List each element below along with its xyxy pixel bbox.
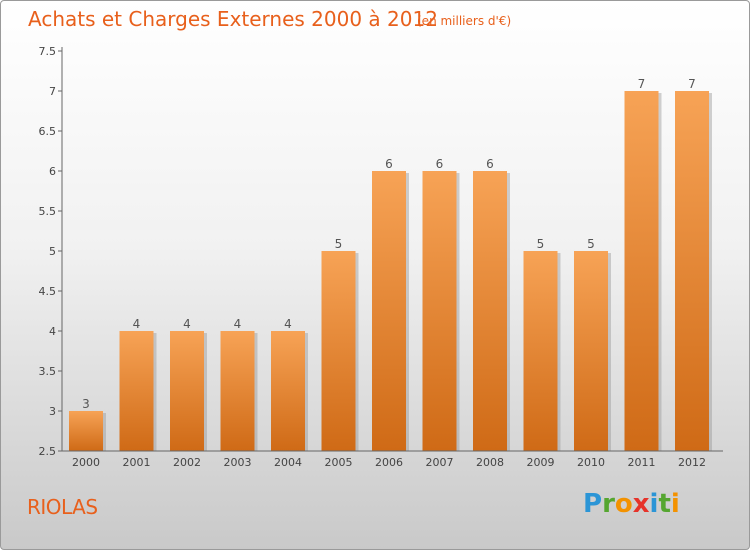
- x-tick-label: 2006: [375, 456, 403, 469]
- data-label: 7: [638, 77, 646, 91]
- bar-2001[interactable]: [119, 331, 154, 451]
- bar-2011[interactable]: [624, 91, 659, 451]
- bar-2005[interactable]: [321, 251, 356, 451]
- x-tick-label: 2000: [72, 456, 100, 469]
- data-label: 3: [82, 397, 90, 411]
- data-label: 4: [133, 317, 141, 331]
- bar-2006[interactable]: [372, 171, 406, 451]
- y-tick-label: 4.5: [39, 285, 57, 298]
- y-tick-label: 3.5: [39, 365, 57, 378]
- data-label: 5: [537, 237, 545, 251]
- bar-2004[interactable]: [271, 331, 305, 451]
- chart-subtitle: (en milliers d'€): [417, 14, 512, 28]
- bar-2003[interactable]: [220, 331, 255, 451]
- y-tick-label: 5.5: [39, 205, 57, 218]
- proxiti-logo[interactable]: Proxiti: [583, 489, 680, 519]
- data-label: 4: [284, 317, 292, 331]
- y-tick-label: 5: [49, 245, 56, 258]
- y-tick-label: 7.5: [39, 45, 57, 58]
- x-tick-label: 2004: [274, 456, 302, 469]
- x-tick-label: 2001: [123, 456, 151, 469]
- commune-name: RIOLAS: [27, 495, 98, 519]
- y-tick-label: 2.5: [39, 445, 57, 458]
- x-tick-label: 2002: [173, 456, 201, 469]
- bar-2012[interactable]: [675, 91, 709, 451]
- data-label: 6: [486, 157, 494, 171]
- x-tick-label: 2005: [325, 456, 353, 469]
- data-label: 5: [587, 237, 595, 251]
- y-tick-label: 6: [49, 165, 56, 178]
- x-tick-label: 2010: [577, 456, 605, 469]
- data-label: 4: [183, 317, 191, 331]
- x-tick-label: 2007: [426, 456, 454, 469]
- bar-2007[interactable]: [422, 171, 457, 451]
- x-tick-label: 2003: [224, 456, 252, 469]
- y-tick-label: 7: [49, 85, 56, 98]
- x-tick-label: 2011: [628, 456, 656, 469]
- y-tick-label: 4: [49, 325, 56, 338]
- bar-2000[interactable]: [69, 411, 103, 451]
- data-label: 6: [436, 157, 444, 171]
- y-tick-label: 6.5: [39, 125, 57, 138]
- bar-2008[interactable]: [473, 171, 507, 451]
- bar-2009[interactable]: [523, 251, 558, 451]
- data-label: 6: [385, 157, 393, 171]
- data-label: 7: [688, 77, 696, 91]
- bar-2002[interactable]: [170, 331, 204, 451]
- data-label: 4: [234, 317, 242, 331]
- x-tick-label: 2009: [527, 456, 555, 469]
- bar-2010[interactable]: [574, 251, 608, 451]
- chart-title: Achats et Charges Externes 2000 à 2012: [28, 7, 438, 31]
- x-tick-label: 2008: [476, 456, 504, 469]
- x-tick-label: 2012: [678, 456, 706, 469]
- data-label: 5: [335, 237, 343, 251]
- y-tick-label: 3: [49, 405, 56, 418]
